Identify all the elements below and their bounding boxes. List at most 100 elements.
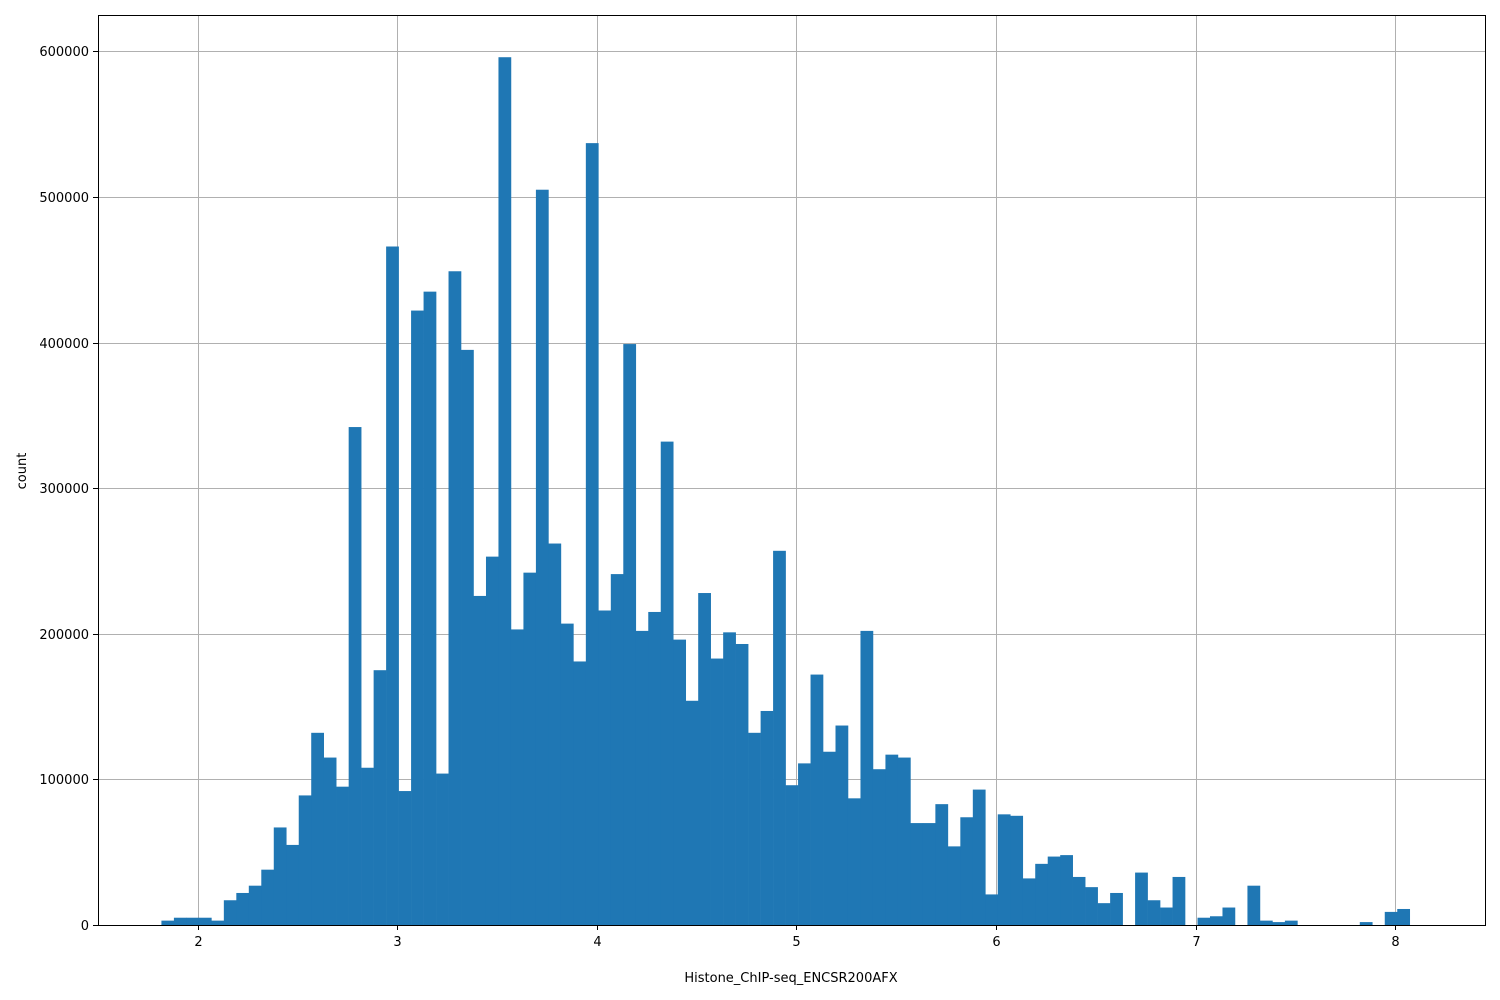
x-axis-label: Histone_ChIP-seq_ENCSR200AFX xyxy=(684,971,897,986)
histogram-bar xyxy=(198,917,212,925)
histogram-bar xyxy=(560,623,574,925)
histogram-bar xyxy=(885,754,899,925)
histogram-bar xyxy=(523,572,537,925)
histogram-bar xyxy=(623,344,637,925)
histogram-bar xyxy=(985,894,999,925)
histogram-bar xyxy=(835,725,849,925)
histogram-bar xyxy=(535,189,549,926)
histogram-bar xyxy=(510,629,524,925)
histogram-bar xyxy=(336,786,349,925)
x-tick-label: 6 xyxy=(992,935,1000,950)
histogram-bar xyxy=(748,732,761,925)
histogram-bar xyxy=(1397,908,1411,925)
histogram-bar xyxy=(598,610,612,925)
histogram-bar xyxy=(872,769,886,925)
histogram-bar xyxy=(1022,878,1036,925)
histogram-bar xyxy=(1247,885,1261,925)
histogram-bar xyxy=(485,556,499,925)
histogram-bar xyxy=(498,57,512,926)
histogram-bar xyxy=(398,791,412,925)
histogram-bar xyxy=(610,574,624,925)
histogram-bar xyxy=(1259,920,1273,925)
histogram-bar xyxy=(935,804,949,925)
histogram-bar xyxy=(386,246,399,925)
histogram-bar xyxy=(710,658,724,925)
histogram-bar xyxy=(223,900,237,925)
histogram-bar xyxy=(960,817,974,925)
histogram-bar xyxy=(997,814,1011,925)
x-tick-label: 8 xyxy=(1391,935,1399,950)
histogram-bar xyxy=(211,920,225,925)
histogram-bar xyxy=(773,550,786,925)
histogram-bar xyxy=(1209,916,1223,925)
histogram-bar xyxy=(1222,907,1236,925)
histogram-bar xyxy=(910,823,924,925)
histogram-bar xyxy=(448,271,462,925)
histogram-bar xyxy=(323,757,337,925)
y-tick-label: 0 xyxy=(81,919,89,934)
y-axis-label: count xyxy=(15,453,30,490)
histogram-bar xyxy=(785,785,799,925)
histogram-bar xyxy=(798,763,811,925)
histogram-bar xyxy=(1072,876,1086,925)
histogram-bar xyxy=(635,630,649,925)
histogram-bar xyxy=(298,795,312,925)
y-tick-label: 500000 xyxy=(39,191,89,206)
y-tick-label: 100000 xyxy=(39,773,89,788)
histogram-bar xyxy=(286,844,300,925)
x-axis-ticks: 2 3 4 5 6 7 8 xyxy=(194,925,1400,950)
histogram-bar xyxy=(1110,892,1123,925)
histogram-bar xyxy=(1384,911,1398,925)
histogram-bar xyxy=(735,643,749,925)
x-tick-label: 4 xyxy=(593,935,601,950)
histogram-bar xyxy=(1272,922,1286,925)
histogram-bar xyxy=(922,823,936,925)
grid xyxy=(98,15,1485,926)
histogram-bar xyxy=(373,670,387,925)
histogram-bar xyxy=(548,543,562,925)
y-tick-label: 400000 xyxy=(39,337,89,352)
x-tick-label: 3 xyxy=(393,935,401,950)
y-axis-ticks: 0 100000 200000 300000 400000 500000 600000 xyxy=(39,45,98,934)
histogram-bar xyxy=(1010,815,1024,925)
histogram-bar xyxy=(685,700,699,925)
x-tick-label: 2 xyxy=(194,935,202,950)
histogram-bar xyxy=(1147,900,1161,925)
histogram-bar xyxy=(847,798,861,925)
histogram-bar xyxy=(897,757,911,925)
histogram-bar xyxy=(1135,872,1148,925)
plot-frame xyxy=(98,15,1486,926)
histogram-bar xyxy=(1085,887,1098,925)
histogram-bar xyxy=(723,632,736,925)
histogram-bar xyxy=(473,595,487,925)
x-tick-label: 5 xyxy=(792,935,800,950)
histogram-bar xyxy=(1060,855,1073,925)
y-tick-label: 200000 xyxy=(39,628,89,643)
histogram-bar xyxy=(161,920,175,925)
histogram-bar xyxy=(823,751,836,925)
histogram-bar xyxy=(660,441,674,925)
histogram-bar xyxy=(698,593,711,925)
histogram-bar xyxy=(760,710,774,925)
histogram-bar xyxy=(1097,903,1111,925)
histogram-bar xyxy=(411,310,424,925)
histogram-bar xyxy=(673,639,687,925)
histogram-bar xyxy=(585,143,599,925)
histogram-bar xyxy=(311,732,324,925)
histogram-bar xyxy=(248,885,262,925)
histogram-bar xyxy=(461,349,474,925)
histogram-bar xyxy=(423,291,437,925)
histogram-bar xyxy=(810,674,824,925)
histogram-bar xyxy=(273,827,287,925)
histogram-bar xyxy=(186,917,200,925)
histogram-bar xyxy=(1172,876,1186,925)
y-tick-label: 600000 xyxy=(39,45,89,60)
histogram-bar xyxy=(573,661,587,925)
histogram-bar xyxy=(1035,863,1049,925)
histogram-bar xyxy=(261,869,275,925)
x-tick-label: 7 xyxy=(1192,935,1200,950)
histogram-bar xyxy=(436,773,449,925)
histogram-bar xyxy=(972,789,986,925)
histogram-bar xyxy=(1047,856,1061,925)
